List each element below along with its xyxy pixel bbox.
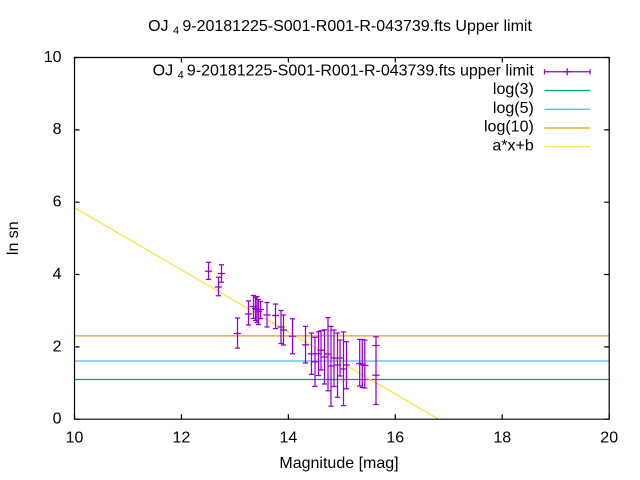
svg-text:a*x+b: a*x+b bbox=[492, 137, 533, 154]
svg-text:10: 10 bbox=[44, 49, 62, 66]
svg-text:10: 10 bbox=[66, 430, 84, 447]
svg-text:6: 6 bbox=[53, 194, 62, 211]
svg-text:log(3): log(3) bbox=[493, 81, 534, 98]
svg-text:ln sn: ln sn bbox=[5, 221, 22, 255]
svg-text:0: 0 bbox=[53, 411, 62, 428]
svg-text:2: 2 bbox=[53, 338, 62, 355]
svg-text:18: 18 bbox=[493, 430, 511, 447]
svg-text:4: 4 bbox=[53, 266, 62, 283]
svg-text:log(10): log(10) bbox=[484, 119, 534, 136]
svg-text:log(5): log(5) bbox=[493, 100, 534, 117]
svg-text:12: 12 bbox=[173, 430, 191, 447]
svg-text:16: 16 bbox=[386, 430, 404, 447]
svg-text:8: 8 bbox=[53, 121, 62, 138]
svg-text:Magnitude [mag]: Magnitude [mag] bbox=[279, 455, 398, 472]
svg-text:20: 20 bbox=[600, 430, 618, 447]
svg-text:14: 14 bbox=[280, 430, 298, 447]
